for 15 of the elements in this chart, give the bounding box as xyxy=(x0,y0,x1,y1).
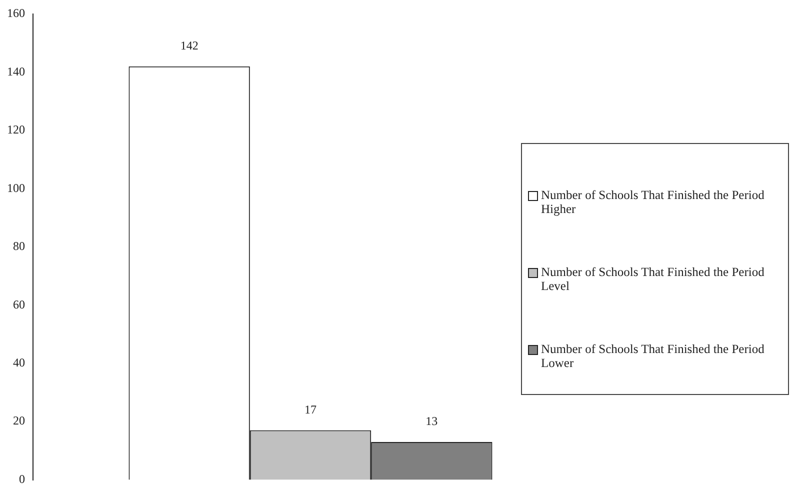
y-tick-label: 80 xyxy=(13,239,25,254)
data-label: 13 xyxy=(426,414,438,428)
y-tick-label: 160 xyxy=(7,6,25,20)
y-tick-label: 0 xyxy=(19,472,25,486)
y-tick-label: 100 xyxy=(7,180,25,195)
y-tick-label: 120 xyxy=(7,122,25,137)
text: Number of Schools That Finished the Period Higher xyxy=(541,188,766,216)
y-tick-label: 20 xyxy=(13,414,25,428)
y-tick-label: 60 xyxy=(13,297,25,312)
data-label: 17 xyxy=(304,402,316,416)
legend-label: Number of Schools That Finished the Period Lower xyxy=(541,342,766,370)
data-label: 142 xyxy=(180,38,198,53)
legend-label: Number of Schools That Finished the Period Level xyxy=(541,264,766,293)
y-tick-label: 40 xyxy=(13,356,25,370)
y-tick-label: 140 xyxy=(7,64,25,78)
